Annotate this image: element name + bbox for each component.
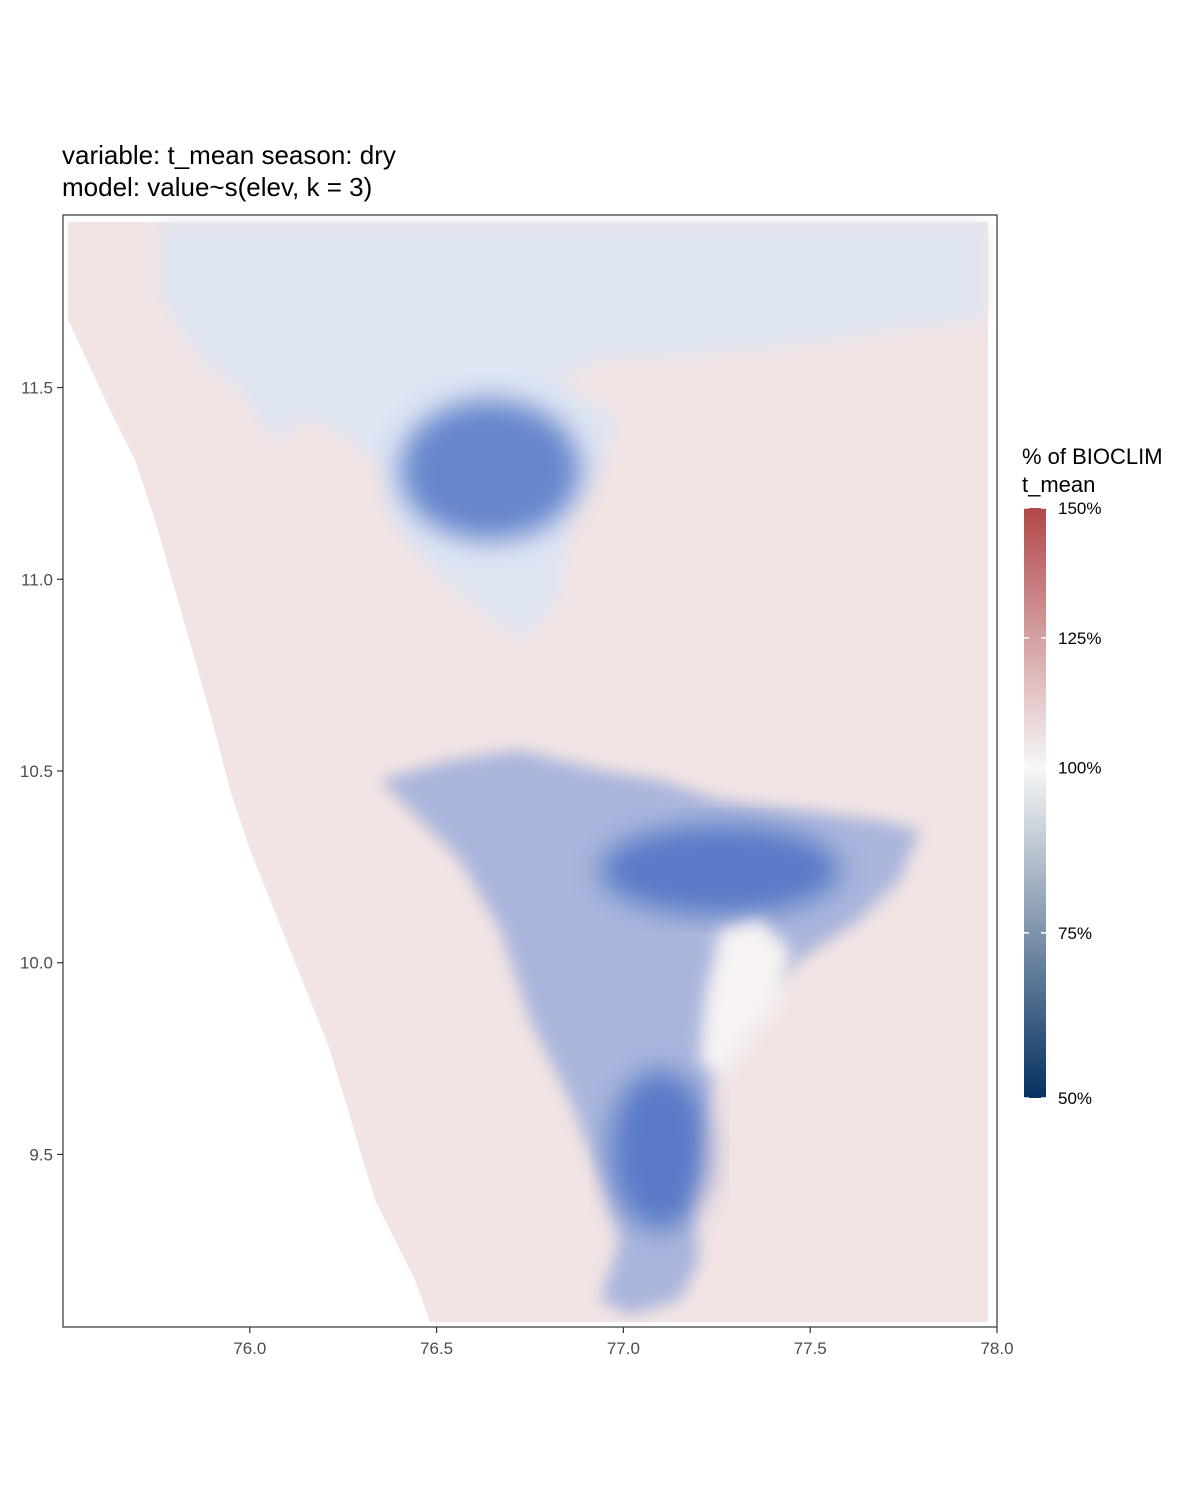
y-tick-label: 11.5 — [21, 379, 53, 398]
y-axis: 11.5 11.0 10.5 10.0 9.5 — [20, 379, 63, 1164]
x-tick-label: 77.0 — [607, 1339, 640, 1358]
x-tick-label: 77.5 — [794, 1339, 827, 1358]
plot-title-line2: model: value~s(elev, k = 3) — [62, 172, 373, 202]
legend-tick-label: 150% — [1058, 499, 1101, 518]
x-tick-label: 76.0 — [233, 1339, 266, 1358]
cold-core-north — [400, 400, 580, 540]
x-tick-label: 76.5 — [420, 1339, 453, 1358]
legend-ticks: 150% 125% 100% 75% 50% — [1024, 499, 1101, 1108]
cold-core-south — [600, 825, 840, 915]
cold-core-south-tail — [610, 1070, 710, 1230]
legend-tick-label: 100% — [1058, 759, 1101, 778]
y-tick-label: 9.5 — [29, 1145, 53, 1164]
legend-title-line2: t_mean — [1022, 472, 1096, 497]
legend-tick-label: 75% — [1058, 924, 1092, 943]
x-axis: 76.0 76.5 77.0 77.5 78.0 — [233, 1327, 1014, 1358]
y-tick-label: 10.5 — [20, 762, 53, 781]
plot-title-line1: variable: t_mean season: dry — [62, 140, 396, 170]
legend-tick-label: 50% — [1058, 1089, 1092, 1108]
legend-colorbar — [1024, 508, 1046, 1098]
legend-title-line1: % of BIOCLIM — [1022, 444, 1163, 469]
y-tick-label: 11.0 — [21, 570, 53, 589]
northern-uplands-region — [160, 222, 985, 640]
x-tick-label: 78.0 — [980, 1339, 1013, 1358]
y-tick-label: 10.0 — [20, 954, 53, 973]
valley-patch — [700, 920, 790, 1080]
legend-tick-label: 125% — [1058, 629, 1101, 648]
